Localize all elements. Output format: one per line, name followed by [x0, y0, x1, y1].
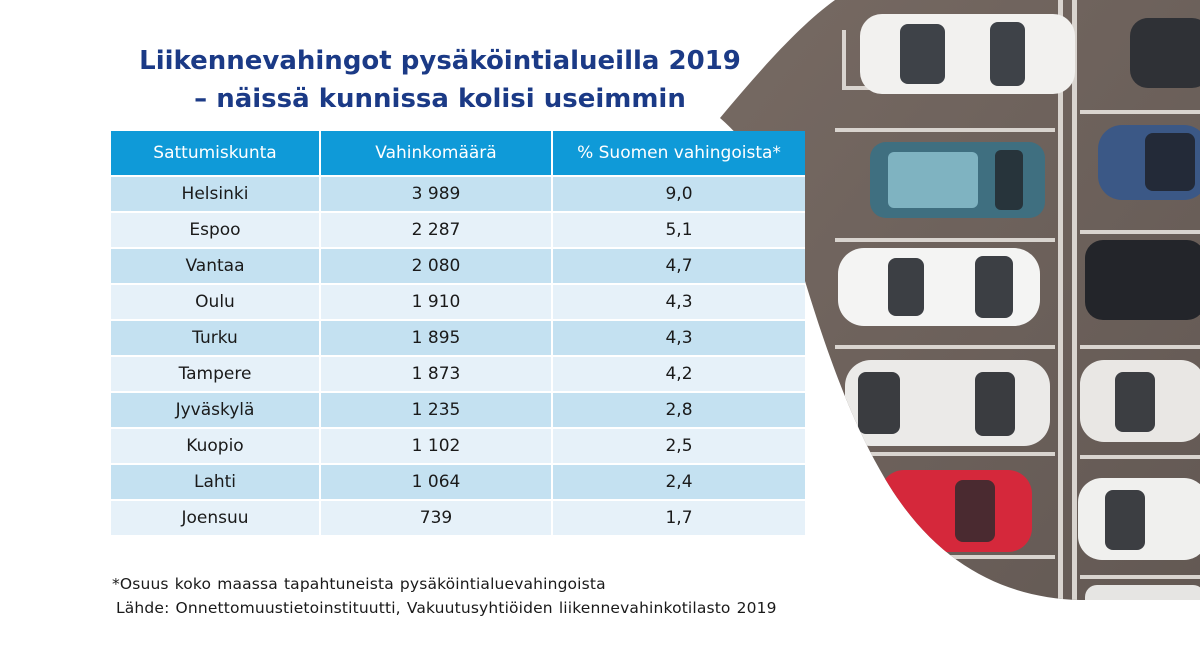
table-row: Oulu 1 910 4,3 [111, 285, 805, 321]
share-percent-cell: 4,3 [553, 321, 805, 357]
table-row: Jyväskylä 1 235 2,8 [111, 393, 805, 429]
title-line-2: – näissä kunnissa kolisi useimmin [194, 84, 686, 114]
damage-count-cell: 2 287 [321, 213, 553, 249]
table-row: Kuopio 1 102 2,5 [111, 429, 805, 465]
share-percent-cell: 4,2 [553, 357, 805, 393]
share-percent-cell: 9,0 [553, 177, 805, 213]
table-row: Espoo 2 287 5,1 [111, 213, 805, 249]
title-line-1: Liikennevahingot pysäköintialueilla 2019 [139, 46, 741, 76]
share-percent-cell: 2,4 [553, 465, 805, 501]
municipality-cell: Lahti [111, 465, 321, 501]
damage-count-cell: 1 235 [321, 393, 553, 429]
damage-count-cell: 1 873 [321, 357, 553, 393]
municipality-cell: Joensuu [111, 501, 321, 537]
share-percent-cell: 4,3 [553, 285, 805, 321]
municipality-cell: Kuopio [111, 429, 321, 465]
table-row: Joensuu 739 1,7 [111, 501, 805, 537]
damage-count-cell: 1 910 [321, 285, 553, 321]
header-municipality: Sattumiskunta [111, 131, 321, 177]
municipality-cell: Jyväskylä [111, 393, 321, 429]
municipality-cell: Oulu [111, 285, 321, 321]
table-row: Turku 1 895 4,3 [111, 321, 805, 357]
table-header-row: Sattumiskunta Vahinkomäärä % Suomen vahi… [111, 131, 805, 177]
table-row: Lahti 1 064 2,4 [111, 465, 805, 501]
municipality-cell: Helsinki [111, 177, 321, 213]
table-row: Tampere 1 873 4,2 [111, 357, 805, 393]
source-note: Lähde: Onnettomuustietoinstituutti, Vaku… [116, 599, 777, 617]
header-share-percent: % Suomen vahingoista* [553, 131, 805, 177]
header-damage-count: Vahinkomäärä [321, 131, 553, 177]
damage-count-cell: 739 [321, 501, 553, 537]
share-percent-cell: 2,5 [553, 429, 805, 465]
footnote: *Osuus koko maassa tapahtuneista pysäköi… [112, 575, 606, 593]
share-percent-cell: 4,7 [553, 249, 805, 285]
damage-count-cell: 1 895 [321, 321, 553, 357]
municipality-cell: Espoo [111, 213, 321, 249]
damage-count-cell: 1 102 [321, 429, 553, 465]
share-percent-cell: 1,7 [553, 501, 805, 537]
municipality-cell: Vantaa [111, 249, 321, 285]
municipality-cell: Tampere [111, 357, 321, 393]
municipality-cell: Turku [111, 321, 321, 357]
share-percent-cell: 2,8 [553, 393, 805, 429]
page-title: Liikennevahingot pysäköintialueilla 2019… [110, 42, 770, 118]
table-row: Helsinki 3 989 9,0 [111, 177, 805, 213]
damage-count-cell: 3 989 [321, 177, 553, 213]
table-row: Vantaa 2 080 4,7 [111, 249, 805, 285]
damage-count-cell: 2 080 [321, 249, 553, 285]
share-percent-cell: 5,1 [553, 213, 805, 249]
accident-table: Sattumiskunta Vahinkomäärä % Suomen vahi… [111, 131, 805, 537]
damage-count-cell: 1 064 [321, 465, 553, 501]
